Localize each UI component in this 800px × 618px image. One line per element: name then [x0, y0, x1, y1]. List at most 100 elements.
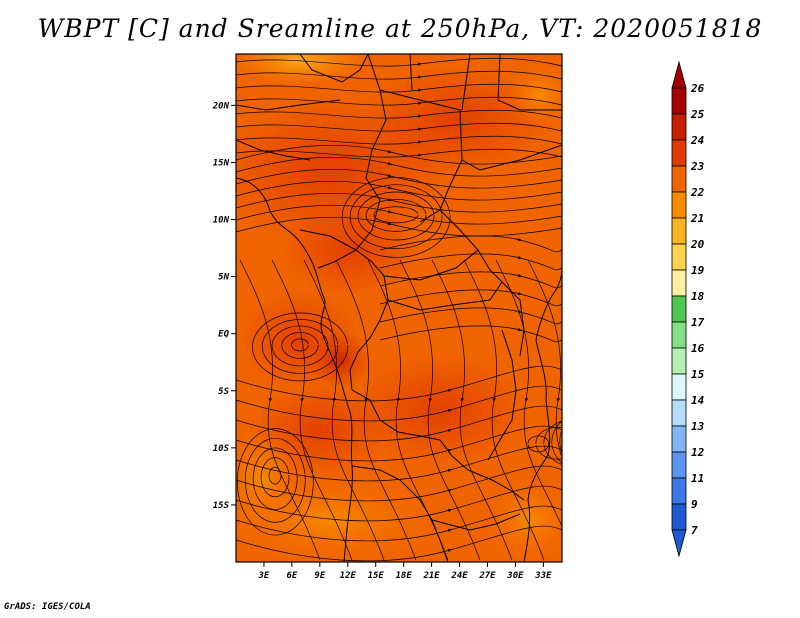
lon-label: 18E [396, 571, 413, 581]
streamline [236, 505, 562, 542]
colorbar-swatch [671, 243, 687, 271]
streamline [236, 57, 562, 67]
grads-credit: GrADS: IGES/COLA [4, 602, 91, 612]
colorbar-swatch [671, 113, 687, 141]
streamline [349, 184, 443, 250]
streamline [236, 96, 562, 106]
streamline [463, 259, 545, 561]
streamline [236, 385, 562, 422]
streamline [236, 216, 562, 237]
colorbar-label: 17 [691, 316, 705, 329]
streamline [373, 206, 419, 224]
streamline [236, 204, 562, 225]
lat-label: 20N [212, 101, 230, 111]
streamline [236, 192, 562, 213]
streamline [236, 485, 562, 522]
colorbar-swatch [671, 87, 687, 115]
colorbar-label: 23 [690, 160, 705, 173]
map-frame [235, 53, 563, 563]
streamline [239, 259, 321, 561]
lon-label: 6E [286, 571, 297, 581]
colorbar-label: 9 [691, 498, 698, 511]
streamlines [236, 57, 562, 562]
streamline [236, 425, 562, 462]
streamline [236, 135, 562, 145]
colorbar-label: 22 [690, 186, 705, 199]
streamline [341, 177, 451, 258]
lat-label: 15N [213, 158, 230, 168]
colorbar-swatch [671, 503, 687, 531]
coastlines-borders [236, 54, 562, 562]
lat-label: 10S [213, 444, 230, 454]
streamline [236, 109, 562, 119]
colorbar-swatch [671, 321, 687, 349]
colorbar-swatch [671, 165, 687, 193]
lat-label: EQ [218, 330, 229, 340]
streamline [236, 148, 562, 158]
streamline [261, 319, 339, 374]
streamline [236, 168, 562, 189]
colorbar-label: 16 [691, 342, 705, 355]
map-title: WBPT [C] and Sreamline at 250hPa, VT: 20… [37, 14, 763, 43]
streamline [236, 445, 562, 482]
lon-label: 33E [534, 571, 552, 581]
colorbar-swatch [671, 373, 687, 401]
colorbar-top-arrow [671, 60, 687, 89]
streamline [357, 191, 435, 241]
streamline [559, 429, 562, 454]
colorbar-label: 14 [691, 394, 705, 407]
lat-label: 15S [213, 501, 230, 511]
streamline [399, 259, 481, 561]
colorbar-label: 25 [690, 108, 705, 121]
streamline [535, 426, 562, 460]
lon-label: 27E [478, 571, 496, 581]
colorbar-swatch [671, 191, 687, 219]
streamline [379, 253, 562, 271]
colorbar-label: 15 [691, 368, 705, 381]
streamline [252, 312, 348, 382]
colorbar-label: 11 [691, 472, 704, 485]
colorbar-label: 18 [691, 290, 705, 303]
streamline [252, 447, 298, 510]
streamline [303, 259, 385, 561]
streamline [281, 332, 319, 359]
streamline [379, 235, 562, 253]
streamline [236, 156, 562, 177]
streamline [365, 199, 427, 232]
colorbar-label: 26 [690, 82, 705, 95]
colorbar-swatch [671, 295, 687, 323]
longitude-axis: 3E 6E 9E 12E 15E 18E 21E 24E 27E 30E 33E [258, 562, 552, 581]
streamline [543, 420, 562, 465]
lon-label: 12E [340, 571, 357, 581]
lon-label: 24E [450, 571, 468, 581]
lon-label: 21E [422, 571, 440, 581]
lon-label: 15E [368, 571, 385, 581]
streamline [551, 420, 562, 464]
colorbar-bottom-arrow [671, 529, 687, 558]
colorbar-swatch [671, 217, 687, 245]
colorbar-swatch [671, 477, 687, 505]
streamline [527, 435, 550, 453]
colorbar-label: 20 [690, 238, 705, 251]
streamline [379, 307, 562, 325]
streamline [236, 365, 562, 402]
streamline [431, 259, 513, 561]
streamline [236, 83, 562, 93]
streamline [379, 289, 562, 307]
colorbar: 26 25 24 23 22 21 20 19 18 17 16 15 14 13 12 11 9 7 [671, 60, 705, 558]
streamline [379, 325, 562, 343]
streamline [291, 338, 309, 352]
streamline [236, 144, 562, 165]
colorbar-swatch [671, 451, 687, 479]
colorbar-swatch [671, 269, 687, 297]
lon-label: 9E [314, 571, 325, 581]
streamline [244, 437, 306, 523]
colorbar-label: 13 [691, 420, 705, 433]
streamline [260, 457, 290, 498]
streamline [236, 405, 562, 442]
lat-label: 5N [218, 273, 229, 283]
streamline [236, 70, 562, 80]
latitude-axis: 20N 15N 10N 5N EQ 5S 10S 15S [212, 101, 236, 511]
colorbar-label: 7 [691, 524, 698, 537]
